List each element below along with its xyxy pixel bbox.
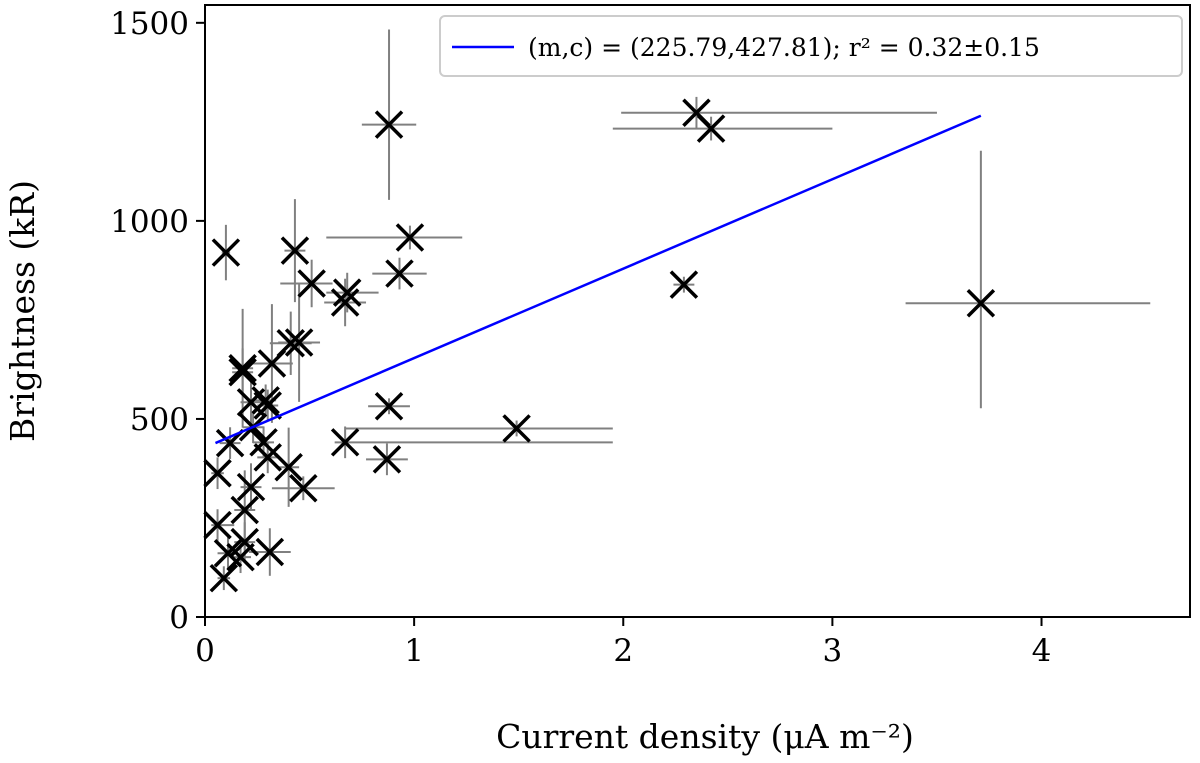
data-point-marker [385, 259, 414, 288]
y-axis-label: Brightness (kR) [3, 180, 42, 442]
data-point-marker [374, 110, 404, 139]
legend: (m,c) = (225.79,427.81); r² = 0.32±0.15 [439, 15, 1183, 77]
data-point-marker [502, 414, 531, 443]
data-point-marker [696, 114, 726, 143]
y-tick-label: 1500 [110, 6, 189, 42]
data-point-marker [669, 270, 699, 299]
data-point-marker [203, 458, 232, 488]
data-point-marker [395, 223, 425, 252]
data-point-marker [255, 537, 285, 567]
data-point-marker [230, 495, 259, 525]
data-point-marker [236, 472, 266, 502]
data-point-marker [284, 328, 314, 357]
x-axis-label: Current density (μA m⁻²) [496, 717, 914, 756]
data-point-marker [203, 510, 232, 540]
data-point-marker [330, 288, 360, 317]
y-ticks: 0 500 1000 1500 [110, 6, 205, 636]
data-point-marker [280, 236, 310, 265]
data-point-marker [228, 354, 257, 383]
legend-fit-label: (m,c) = (225.79,427.81); r² = 0.32±0.15 [528, 33, 1040, 62]
data-point-marker [274, 453, 303, 482]
data-point-marker [330, 428, 360, 457]
y-tick-label: 1000 [110, 204, 189, 240]
plot-frame [204, 4, 1191, 618]
data-point-marker [966, 289, 996, 318]
data-point-marker [209, 563, 239, 593]
x-tick-label: 0 [195, 633, 215, 669]
data-point-marker [289, 474, 318, 503]
markers [203, 98, 996, 593]
data-point-marker [226, 542, 255, 572]
data-point-marker [253, 443, 282, 472]
data-point-marker [332, 278, 362, 307]
data-point-marker [228, 357, 257, 387]
x-tick-label: 3 [823, 633, 843, 669]
data-point-marker [297, 269, 326, 298]
x-tick-label: 1 [404, 633, 424, 669]
data-point-marker [372, 445, 402, 474]
x-tick-label: 2 [613, 633, 633, 669]
data-point-marker [253, 391, 282, 420]
data-point-marker [257, 349, 287, 378]
data-point-marker [211, 238, 241, 267]
data-point-marker [374, 392, 404, 421]
y-tick-label: 500 [130, 402, 189, 438]
data-point-marker [251, 386, 280, 415]
y-tick-label: 0 [169, 600, 189, 636]
x-ticks: 0 1 2 3 4 [195, 617, 1051, 669]
fit-line [214, 114, 982, 445]
x-tick-label: 4 [1032, 633, 1052, 669]
